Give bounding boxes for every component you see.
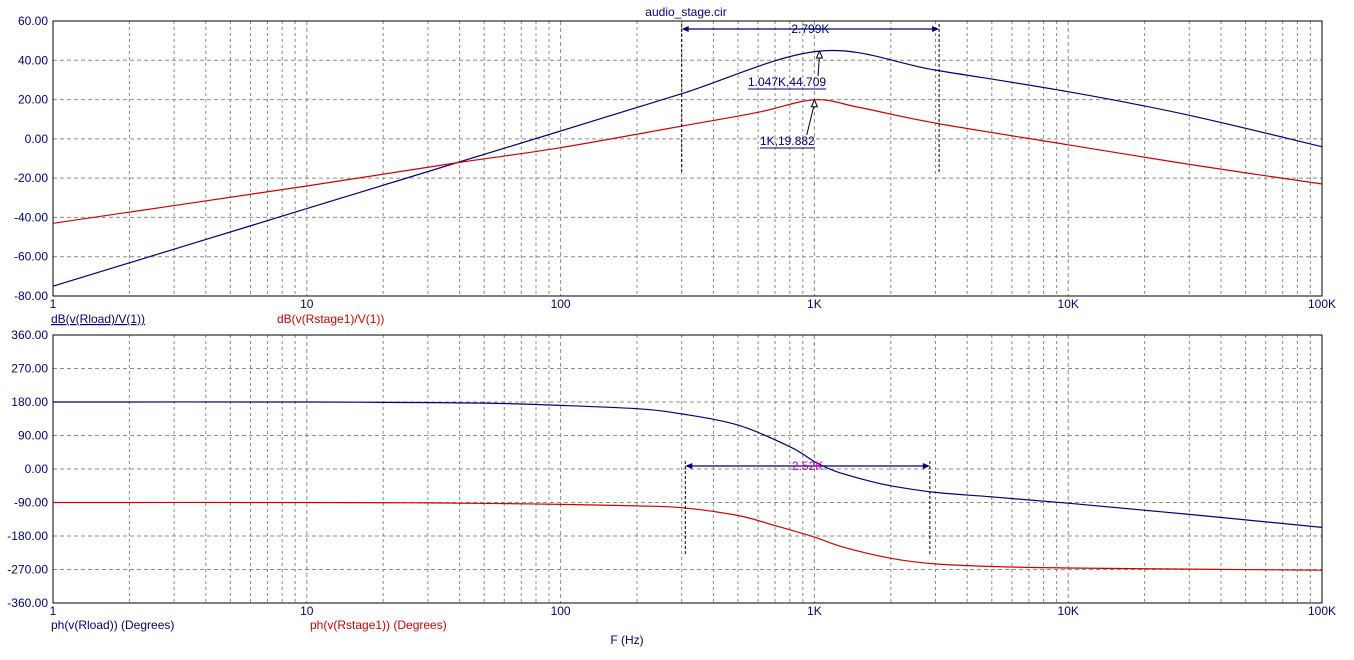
y-tick-label: -40.00 (14, 210, 48, 224)
marker-arrow (810, 98, 819, 108)
y-tick-label: 360.00 (11, 328, 48, 342)
x-tick-label: 100K (1308, 604, 1336, 618)
x-tick-label: 1K (807, 297, 822, 311)
y-tick-label: 0.00 (25, 462, 49, 476)
y-tick-label: -180.00 (7, 529, 48, 543)
y-tick-label: 270.00 (11, 362, 48, 376)
chart-title: audio_stage.cir (645, 5, 726, 19)
y-tick-label: 60.00 (18, 14, 48, 28)
y-tick-label: -20.00 (14, 171, 48, 185)
marker-label: 1.047K,44.709 (748, 75, 826, 89)
x-tick-label: 10K (1058, 297, 1079, 311)
y-tick-label: 90.00 (18, 429, 48, 443)
x-tick-label: 100 (551, 604, 571, 618)
x-tick-label: 10 (300, 297, 314, 311)
legend-bot-rstage1: ph(v(Rstage1)) (Degrees) (310, 618, 447, 632)
magnitude-plot: 60.00 40.00 20.00 0.00 -20.00 -40.00 -60.00 -80… (14, 14, 1336, 311)
bandwidth-arrow-left (685, 463, 693, 469)
phase-plot: 360.00 270.00 180.00 90.00 0.00 -90.00 -180.00… (7, 328, 1336, 618)
x-axis-label: F (Hz) (610, 633, 643, 647)
marker-arrow (815, 49, 824, 59)
bandwidth-arrow-right (922, 463, 930, 469)
x-tick-label: 10K (1058, 604, 1079, 618)
x-tick-label: 1K (807, 604, 822, 618)
y-tick-label: -360.00 (7, 596, 48, 610)
bandwidth-label: 2.52K (792, 459, 823, 473)
y-tick-label: 40.00 (18, 53, 48, 67)
y-tick-label: -270.00 (7, 563, 48, 577)
y-tick-label: 0.00 (25, 132, 49, 146)
y-tick-label: 20.00 (18, 93, 48, 107)
y-tick-label: -80.00 (14, 289, 48, 303)
legend-bot-rload: ph(v(Rload)) (Degrees) (51, 618, 174, 632)
series-line-top-0 (52, 49, 1323, 287)
series-line-bot-1 (52, 501, 1323, 571)
series-line-bot-0 (52, 401, 1323, 528)
plot-frame (52, 334, 1323, 604)
marker-leader (806, 103, 815, 136)
y-tick-label: 180.00 (11, 395, 48, 409)
x-tick-label: 100 (551, 297, 571, 311)
bandwidth-arrow-left (681, 26, 689, 32)
legend-top-rload: dB(v(Rload)/V(1)) (51, 312, 145, 326)
x-tick-label: 1 (50, 297, 57, 311)
bandwidth-arrow-right (932, 26, 940, 32)
marker-label: 1K,19.882 (760, 134, 815, 148)
bandwidth-label: 2.799K (791, 22, 829, 36)
y-tick-label: -60.00 (14, 250, 48, 264)
x-tick-label: 1 (50, 604, 57, 618)
x-tick-label: 10 (300, 604, 314, 618)
plot-frame (52, 20, 1323, 297)
series-line-top-1 (52, 99, 1323, 224)
x-tick-label: 100K (1308, 297, 1336, 311)
legend-top-rstage1: dB(v(Rstage1)/V(1)) (277, 312, 384, 326)
y-tick-label: -90.00 (14, 496, 48, 510)
